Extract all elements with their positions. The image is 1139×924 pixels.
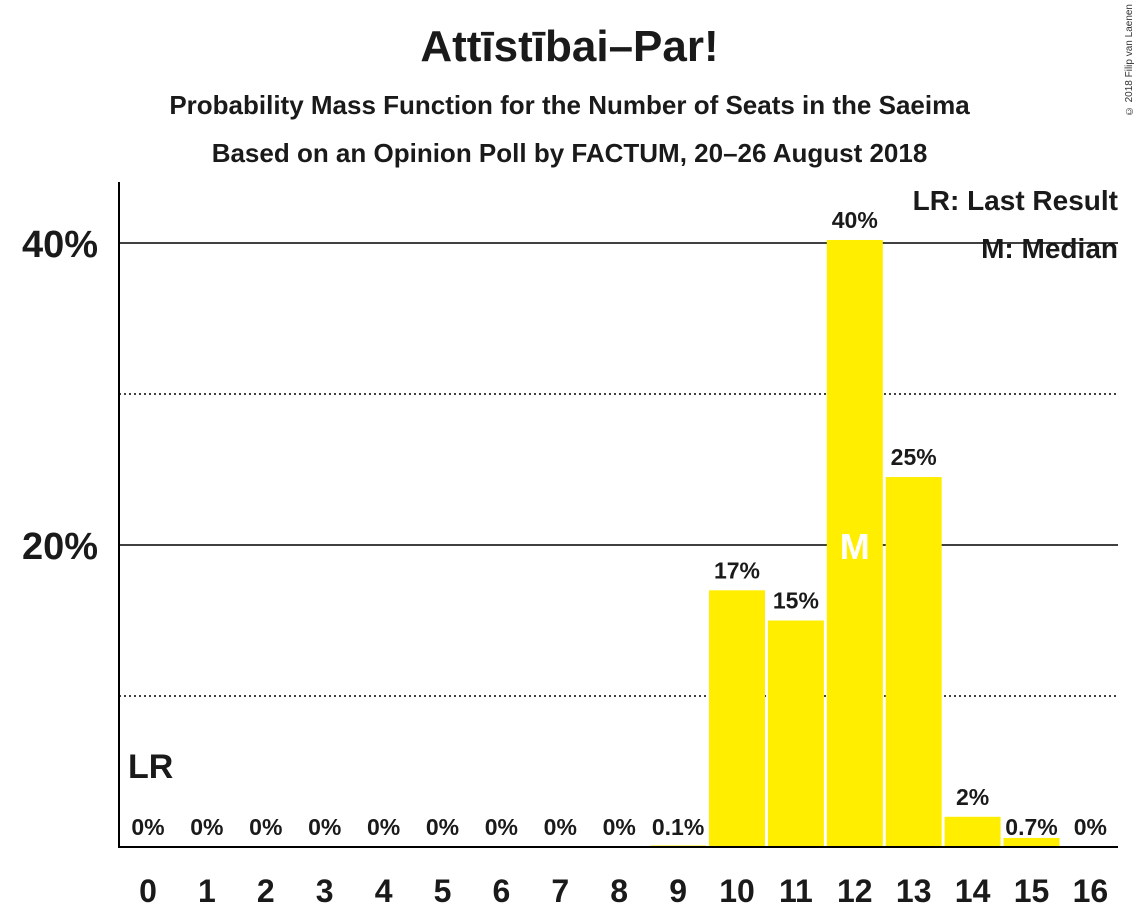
chart-subtitle-poll: Based on an Opinion Poll by FACTUM, 20–2…	[211, 138, 928, 168]
data-label: 25%	[891, 444, 937, 470]
x-tick-label: 16	[1073, 873, 1109, 909]
gridlines: 20% 40%	[22, 224, 1118, 697]
data-label: 0%	[426, 814, 459, 840]
bar	[826, 239, 883, 848]
bar	[1003, 837, 1060, 847]
data-label: 0%	[603, 814, 636, 840]
data-label: 0.1%	[652, 814, 704, 840]
last-result-marker: LR	[128, 748, 173, 786]
legend-entry: LR: Last Result	[913, 185, 1118, 216]
data-label: 0%	[308, 814, 341, 840]
chart-subtitle: Probability Mass Function for the Number…	[169, 90, 970, 120]
x-tick-label: 2	[257, 873, 275, 909]
bar	[885, 477, 942, 847]
data-label: 0%	[131, 814, 164, 840]
chart-title: Attīstībai–Par!	[420, 22, 719, 71]
data-label: 2%	[956, 784, 989, 810]
data-label: 40%	[832, 207, 878, 233]
bar	[944, 816, 1001, 847]
data-label: 0%	[190, 814, 223, 840]
data-label: 0.7%	[1005, 814, 1057, 840]
legend: LR: Last Result M: Median	[913, 185, 1118, 264]
x-tick-label: 0	[139, 873, 157, 909]
x-tick-label: 1	[198, 873, 216, 909]
x-tick-label: 5	[434, 873, 452, 909]
data-label: 17%	[714, 557, 760, 583]
bar	[767, 620, 824, 847]
x-tick-label: 14	[955, 873, 991, 909]
median-marker: M	[840, 526, 870, 567]
x-tick-label: 3	[316, 873, 334, 909]
axes: 0 1 2 3 4 5 6 7 8 9 10 11 12 13 14 15 16	[118, 182, 1118, 909]
x-tick-label: 9	[669, 873, 687, 909]
x-tick-label: 8	[610, 873, 628, 909]
bars	[650, 239, 1060, 848]
data-label: 15%	[773, 588, 819, 614]
x-tick-label: 7	[551, 873, 569, 909]
value-labels: 0% 0% 0% 0% 0% 0% 0% 0% 0% 0.1% 17% 15% 40% 25% 2% 0.7%…	[128, 207, 1107, 840]
x-tick-label: 11	[779, 873, 813, 909]
y-tick-label: 40%	[22, 224, 98, 266]
legend-entry: M: Median	[981, 233, 1118, 264]
y-tick-label: 20%	[22, 526, 98, 568]
data-label: 0%	[485, 814, 518, 840]
x-tick-label: 4	[375, 873, 393, 909]
data-label: 0%	[367, 814, 400, 840]
x-tick-label: 6	[493, 873, 511, 909]
data-label: 0%	[544, 814, 577, 840]
data-label: 0%	[249, 814, 282, 840]
x-tick-label: 15	[1014, 873, 1050, 909]
x-tick-label: 12	[837, 873, 873, 909]
x-tick-label: 10	[719, 873, 755, 909]
bar	[709, 590, 765, 847]
data-label: 0%	[1074, 814, 1107, 840]
x-tick-label: 13	[896, 873, 932, 909]
